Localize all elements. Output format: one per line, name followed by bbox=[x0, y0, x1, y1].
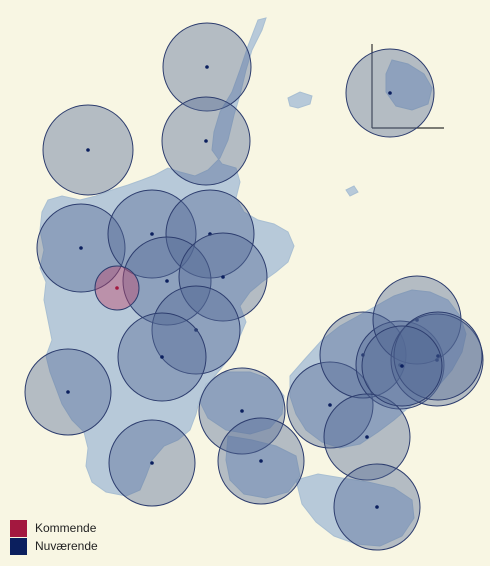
sites-layer bbox=[24, 22, 484, 551]
site-current bbox=[151, 285, 241, 375]
site-dot bbox=[221, 275, 225, 279]
site-current bbox=[198, 367, 286, 455]
site-current bbox=[162, 22, 252, 112]
legend-item-upcoming: Kommende bbox=[10, 519, 98, 537]
site-upcoming bbox=[94, 265, 140, 311]
site-current bbox=[107, 189, 197, 279]
small-island-1 bbox=[287, 91, 313, 109]
lolland-landmass bbox=[295, 473, 415, 547]
south-islands-landmass bbox=[225, 435, 301, 499]
legend-item-current: Nuværende bbox=[10, 537, 98, 555]
site-current bbox=[108, 419, 196, 507]
legend-swatch-current bbox=[10, 537, 27, 555]
site-dot bbox=[165, 279, 169, 283]
site-current bbox=[42, 104, 134, 196]
site-current bbox=[117, 312, 207, 402]
zealand-landmass bbox=[289, 289, 467, 449]
site-dot bbox=[66, 390, 70, 394]
site-current bbox=[393, 311, 483, 401]
site-dot bbox=[150, 232, 154, 236]
site-current bbox=[390, 313, 484, 407]
site-current bbox=[319, 311, 407, 399]
legend-label-upcoming: Kommende bbox=[35, 521, 97, 535]
bornholm-landmass bbox=[385, 59, 433, 111]
site-dot bbox=[150, 461, 154, 465]
site-dot bbox=[365, 435, 369, 439]
site-dot bbox=[204, 139, 208, 143]
site-current bbox=[24, 348, 112, 436]
site-dot bbox=[160, 355, 164, 359]
site-dot bbox=[400, 364, 404, 368]
site-current bbox=[217, 417, 305, 505]
small-island-2 bbox=[345, 185, 359, 197]
site-current bbox=[361, 325, 443, 407]
site-current bbox=[345, 48, 435, 138]
site-dot bbox=[79, 246, 83, 250]
site-dot bbox=[375, 505, 379, 509]
site-dot bbox=[240, 409, 244, 413]
site-current bbox=[36, 203, 126, 293]
site-dot bbox=[86, 148, 90, 152]
site-dot bbox=[115, 286, 119, 290]
site-dot bbox=[436, 354, 440, 358]
bornholm-inset-frame bbox=[371, 44, 444, 129]
jutland-landmass bbox=[39, 17, 295, 497]
land-layer bbox=[39, 17, 467, 547]
site-dot bbox=[259, 459, 263, 463]
legend: Kommende Nuværende bbox=[10, 519, 98, 555]
site-current bbox=[333, 463, 421, 551]
site-current bbox=[165, 189, 255, 279]
site-current bbox=[122, 236, 212, 326]
site-current bbox=[323, 393, 411, 481]
legend-label-current: Nuværende bbox=[35, 539, 98, 553]
site-current bbox=[178, 232, 268, 322]
site-dot bbox=[388, 91, 392, 95]
legend-swatch-upcoming bbox=[10, 519, 27, 537]
site-dot bbox=[435, 358, 439, 362]
site-dot bbox=[328, 403, 332, 407]
site-current bbox=[161, 96, 251, 186]
site-current bbox=[286, 361, 374, 449]
site-dot bbox=[205, 65, 209, 69]
